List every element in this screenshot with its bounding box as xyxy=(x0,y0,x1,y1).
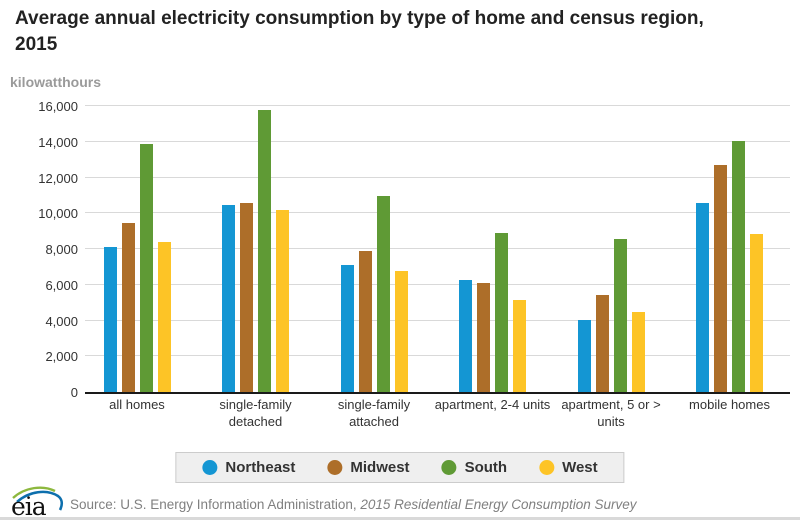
bar-group-apartment-2-4-units xyxy=(459,233,526,392)
bar-northeast-single-family-attached xyxy=(340,265,354,392)
x-tick-label-apartment-5-or-units: apartment, 5 or > units xyxy=(561,397,661,429)
source-text: Source: U.S. Energy Information Administ… xyxy=(70,497,637,512)
bar-south-single-family-detached xyxy=(258,110,271,392)
bar-west-single-family-detached xyxy=(276,210,289,392)
bar-midwest-apartment-5-or-units xyxy=(595,295,609,392)
bar-south-apartment-5-or-units xyxy=(613,239,627,392)
legend-item-midwest: Midwest xyxy=(327,459,410,476)
legend-dot-south xyxy=(441,460,457,475)
bottom-divider xyxy=(0,517,800,520)
bar-group-mobile-homes xyxy=(696,141,763,392)
bar-south-apartment-2-4-units xyxy=(495,233,508,392)
legend-label-west: West xyxy=(562,459,598,476)
bar-group-all-homes xyxy=(103,144,171,392)
source-survey-name: 2015 Residential Energy Consumption Surv… xyxy=(360,497,637,512)
bar-group-single-family-detached xyxy=(222,110,289,392)
bar-west-apartment-2-4-units xyxy=(513,300,526,392)
legend-label-south: South xyxy=(464,459,508,476)
bar-west-all-homes xyxy=(157,242,171,392)
legend-item-south: South xyxy=(441,459,508,476)
x-tick-label-single-family-detached: single-family detached xyxy=(219,397,292,429)
y-tick-label-2-000: 2,000 xyxy=(45,349,78,365)
gridline-8-000 xyxy=(85,248,790,249)
bar-northeast-all-homes xyxy=(103,247,117,392)
source-prefix: Source: U.S. Energy Information Administ… xyxy=(70,497,361,512)
bar-south-mobile-homes xyxy=(732,141,745,392)
gridline-12-000 xyxy=(85,176,790,178)
eia-logo: eia xyxy=(11,486,64,518)
y-tick-label-10-000: 10,000 xyxy=(38,206,78,222)
bar-midwest-single-family-attached xyxy=(358,251,372,392)
footer: eia Source: U.S. Energy Information Admi… xyxy=(0,482,800,518)
x-tick-label-all-homes: all homes xyxy=(109,397,165,412)
gridline-6-000 xyxy=(85,283,790,285)
bar-west-apartment-5-or-units xyxy=(631,312,645,392)
legend-dot-midwest xyxy=(327,460,343,475)
bar-south-single-family-attached xyxy=(376,196,390,392)
legend-label-midwest: Midwest xyxy=(350,459,410,476)
bar-group-apartment-5-or-units xyxy=(577,239,645,392)
y-tick-label-14-000: 14,000 xyxy=(38,134,78,150)
chart-legend: Northeast Midwest South West xyxy=(175,452,625,483)
legend-dot-northeast xyxy=(202,460,218,475)
bar-group-single-family-attached xyxy=(340,196,408,392)
legend-label-northeast: Northeast xyxy=(225,459,296,476)
bar-midwest-apartment-2-4-units xyxy=(477,283,490,392)
eia-logo-blue-swoosh xyxy=(16,490,64,511)
gridline-10-000 xyxy=(85,212,790,214)
gridline-14-000 xyxy=(85,140,790,142)
bar-midwest-all-homes xyxy=(121,223,135,392)
bar-northeast-single-family-detached xyxy=(222,205,235,392)
x-tick-label-mobile-homes: mobile homes xyxy=(689,397,770,412)
gridline-4-000 xyxy=(85,319,790,321)
bar-west-single-family-attached xyxy=(394,271,408,392)
y-axis-units-label: kilowatthours xyxy=(10,74,102,90)
eia-logo-green-swoosh xyxy=(12,486,56,499)
gridline-16-000 xyxy=(85,105,790,106)
chart-title: Average annual electricity consumption b… xyxy=(15,8,704,55)
bar-midwest-mobile-homes xyxy=(714,165,727,392)
bar-northeast-apartment-2-4-units xyxy=(459,280,472,392)
bar-south-all-homes xyxy=(139,144,153,392)
legend-dot-west xyxy=(539,460,555,475)
y-tick-label-4-000: 4,000 xyxy=(45,313,78,329)
y-tick-label-6-000: 6,000 xyxy=(45,277,78,293)
bar-west-mobile-homes xyxy=(750,234,763,392)
x-tick-label-apartment-2-4-units: apartment, 2-4 units xyxy=(434,397,551,412)
y-tick-label-8-000: 8,000 xyxy=(45,242,78,257)
bar-midwest-single-family-detached xyxy=(240,203,253,392)
x-tick-label-single-family-attached: single-family attached xyxy=(337,397,411,429)
bar-northeast-mobile-homes xyxy=(696,203,709,392)
legend-item-northeast: Northeast xyxy=(202,459,295,476)
plot-area xyxy=(85,105,790,394)
gridline-2-000 xyxy=(85,355,790,357)
y-tick-label-0: 0 xyxy=(70,385,78,400)
bar-northeast-apartment-5-or-units xyxy=(577,320,591,392)
y-tick-label-12-000: 12,000 xyxy=(38,170,78,186)
y-axis-labels: 0 2,000 4,000 6,000 8,000 10,000 12,000 14,000 1… xyxy=(0,99,78,400)
eia-logo-text: eia xyxy=(11,492,47,518)
y-tick-label-16-000: 16,000 xyxy=(38,99,78,114)
legend-item-west: West xyxy=(539,459,598,476)
